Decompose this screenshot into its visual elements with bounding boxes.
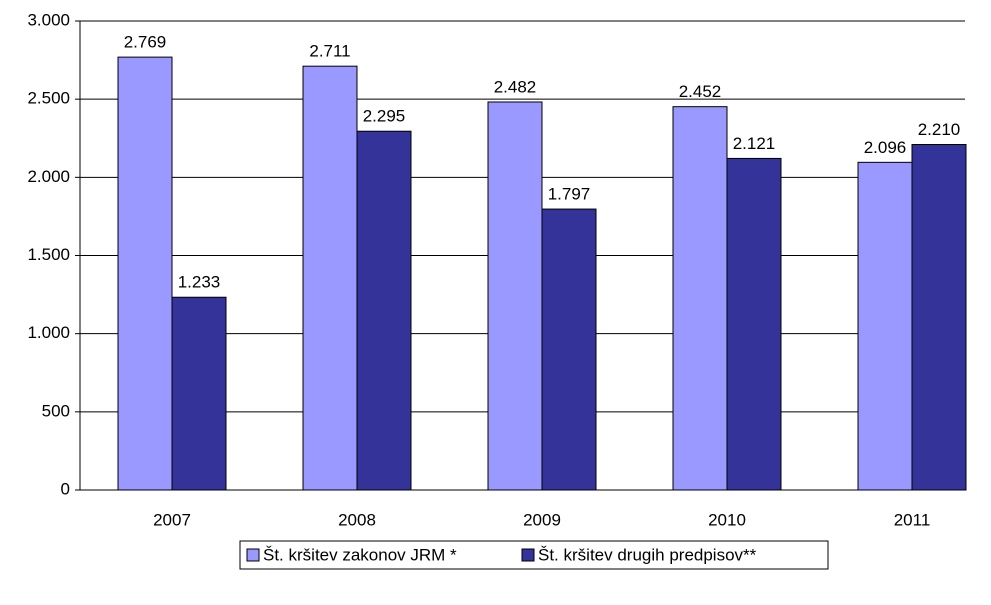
- y-tick-label: 1.000: [27, 323, 70, 342]
- bar: [171, 296, 227, 491]
- bar: [541, 208, 597, 491]
- legend-label: Št. kršitev zakonov JRM *: [263, 545, 457, 564]
- value-label: 2.210: [918, 120, 961, 139]
- x-tick-label: 2010: [708, 510, 746, 529]
- value-label: 2.096: [864, 138, 907, 157]
- bar: [726, 157, 782, 491]
- bar: [356, 130, 412, 491]
- bar: [302, 65, 358, 491]
- value-label: 1.233: [178, 273, 221, 292]
- x-tick-label: 2009: [523, 510, 561, 529]
- value-label: 2.121: [733, 134, 776, 153]
- y-tick-label: 0: [61, 479, 70, 498]
- bar: [911, 144, 967, 491]
- bar: [672, 106, 728, 491]
- bar: [117, 56, 173, 491]
- value-label: 2.769: [124, 33, 167, 52]
- value-label: 2.452: [679, 82, 722, 101]
- x-tick-label: 2011: [894, 510, 931, 529]
- value-label: 2.482: [494, 77, 537, 96]
- y-tick-label: 1.500: [27, 245, 70, 264]
- y-tick-label: 3.000: [27, 10, 70, 29]
- value-label: 1.797: [548, 185, 591, 204]
- legend-swatch: [246, 548, 260, 562]
- value-label: 2.711: [309, 42, 350, 61]
- legend-label: Št. kršitev drugih predpisov**: [538, 545, 757, 564]
- bar: [487, 101, 543, 491]
- y-tick-label: 500: [42, 401, 70, 420]
- bar: [857, 161, 913, 491]
- y-tick-label: 2.000: [27, 167, 70, 186]
- value-label: 2.295: [363, 107, 406, 126]
- x-tick-label: 2008: [338, 510, 376, 529]
- legend-swatch: [521, 548, 535, 562]
- y-tick-label: 2.500: [27, 89, 70, 108]
- x-tick-label: 2007: [153, 510, 191, 529]
